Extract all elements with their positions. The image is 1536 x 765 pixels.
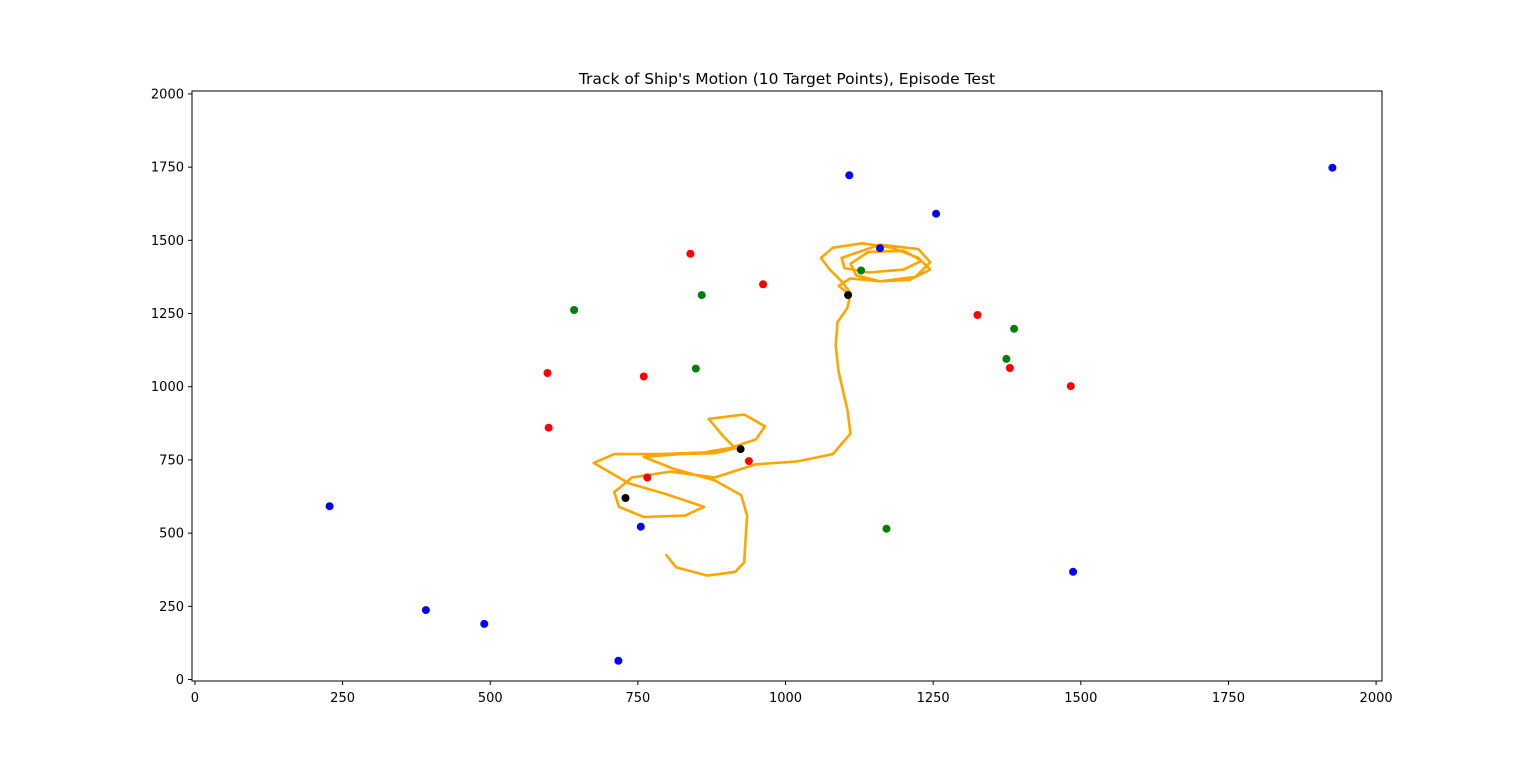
data-point [1005, 364, 1014, 372]
data-point [621, 494, 630, 502]
data-point [643, 473, 652, 482]
axes: 0 250 500 750 1000 1250 1500 1750 2000 0 250 500 750… [151, 87, 1393, 706]
chart-title: Track of Ship's Motion (10 Target Points… [578, 70, 995, 88]
data-point [1069, 567, 1078, 576]
data-point [1002, 354, 1011, 363]
data-point [614, 656, 623, 665]
y-tick-label: 750 [159, 453, 184, 468]
data-point [544, 423, 553, 432]
data-point [636, 522, 645, 531]
data-point [744, 457, 753, 466]
data-point [736, 445, 745, 454]
data-point [759, 280, 768, 289]
y-tick-label: 2000 [151, 87, 184, 102]
y-tick-label: 500 [159, 527, 184, 542]
data-point [421, 606, 430, 615]
x-tick-label: 1750 [1212, 691, 1245, 706]
data-point [570, 306, 579, 314]
data-point [686, 249, 695, 258]
data-point [1328, 163, 1337, 172]
track-line [592, 242, 932, 577]
data-point [845, 171, 854, 180]
y-tick-label: 1750 [151, 161, 184, 176]
data-point [876, 244, 884, 253]
data-point [639, 372, 648, 381]
x-tick-label: 1000 [769, 691, 802, 706]
data-point [697, 291, 706, 300]
y-tick-label: 1250 [151, 307, 184, 322]
x-tick-label: 1250 [917, 691, 950, 706]
x-tick-label: 1500 [1064, 691, 1097, 706]
data-point [325, 502, 334, 511]
y-tick-label: 1000 [151, 380, 184, 395]
y-tick-label: 1500 [151, 234, 184, 249]
x-tick-label: 2000 [1360, 691, 1393, 706]
x-tick-label: 750 [625, 691, 650, 706]
x-tick-label: 500 [478, 691, 503, 706]
data-point [1010, 324, 1019, 333]
x-tick-label: 250 [330, 691, 355, 706]
data-point [543, 369, 552, 377]
data-point [857, 266, 866, 275]
data-point [1066, 382, 1075, 391]
data-point [882, 524, 891, 533]
data-point [480, 619, 489, 628]
data-point [932, 209, 941, 218]
plot-frame [191, 90, 1383, 682]
data-point [691, 364, 700, 373]
data-point [973, 311, 982, 319]
plot-area [325, 163, 1337, 665]
data-point [844, 291, 853, 300]
x-tick-label: 0 [191, 691, 199, 706]
y-tick-label: 0 [176, 673, 184, 688]
y-tick-label: 250 [159, 600, 184, 615]
